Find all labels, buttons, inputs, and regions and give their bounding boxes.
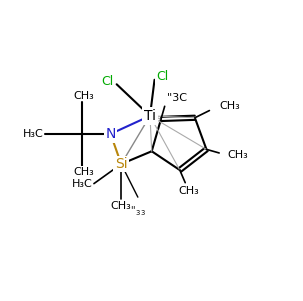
Text: CH₃: CH₃ xyxy=(228,150,248,160)
Text: ''$_{3}$$_{3}$: ''$_{3}$$_{3}$ xyxy=(130,205,146,219)
Text: CH₃: CH₃ xyxy=(219,101,240,111)
Text: ''3C: ''3C xyxy=(167,93,188,103)
Text: Ti: Ti xyxy=(144,109,156,123)
Text: N: N xyxy=(105,127,116,141)
Text: CH₃: CH₃ xyxy=(73,167,94,177)
Text: Cl: Cl xyxy=(102,75,114,88)
Text: CH₃: CH₃ xyxy=(73,91,94,101)
Text: H₃C: H₃C xyxy=(23,129,44,139)
Text: H₃C: H₃C xyxy=(72,178,92,189)
Text: Si: Si xyxy=(115,157,128,171)
Text: CH₃: CH₃ xyxy=(111,201,132,211)
Text: CH₃: CH₃ xyxy=(178,186,199,196)
Text: Cl: Cl xyxy=(156,70,168,83)
